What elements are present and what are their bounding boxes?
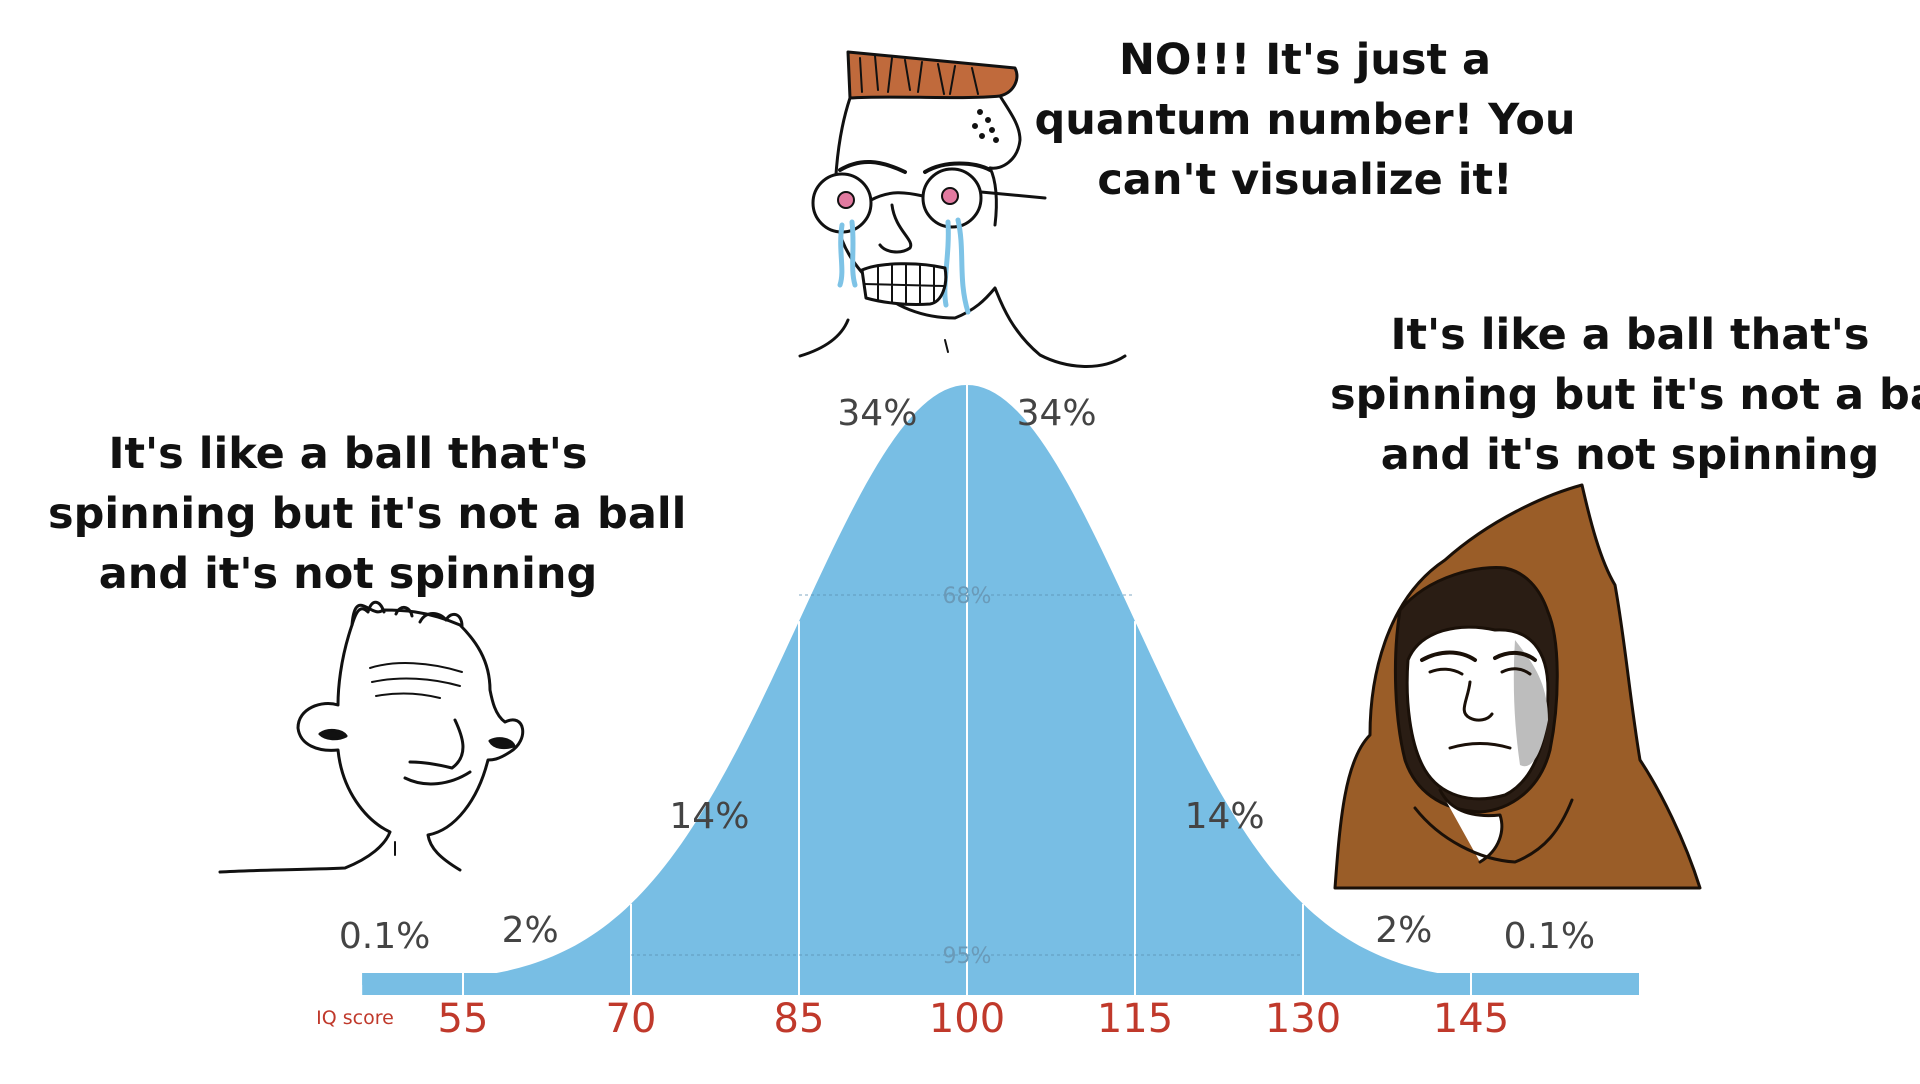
- label-layer: 68%95%0.1% 2%14%34% 34%14%2% 0.1%55 70 85 100 1…: [316, 393, 1595, 1042]
- segment-label: 14%: [1185, 796, 1265, 837]
- segment-label: 34%: [1017, 393, 1097, 434]
- wojak-crying-glasses-icon: [798, 50, 1127, 368]
- segment-label: 2%: [1375, 910, 1432, 951]
- x-tick-label: 130: [1265, 996, 1341, 1042]
- segment-label: 2%: [502, 910, 559, 951]
- segment-label: 0.1%: [1504, 916, 1595, 957]
- x-tick-label: 115: [1097, 996, 1173, 1042]
- segment-label: 0.1%: [339, 916, 430, 957]
- middle-caption-line: NO!!! It's just a: [1118, 35, 1492, 85]
- middle-caption-line: can't visualize it!: [1097, 155, 1513, 205]
- x-tick-label: 85: [774, 996, 825, 1042]
- bell-curve-area: [362, 385, 1640, 985]
- hooded-monk-high-iq-icon: [1333, 483, 1702, 890]
- x-tick-label: 100: [929, 996, 1005, 1042]
- segment-label: 34%: [837, 393, 917, 434]
- wojak-low-iq-icon: [218, 600, 525, 874]
- right-caption-line: It's like a ball that's: [1390, 310, 1870, 360]
- left-caption-line: spinning but it's not a ball: [48, 489, 687, 539]
- x-tick-label: 55: [438, 996, 489, 1042]
- x-tick-label: 70: [606, 996, 657, 1042]
- curve-layer: [362, 385, 1640, 995]
- middle-caption: NO!!! It's just a quantum number! You ca…: [1005, 30, 1605, 210]
- segment-label: 14%: [669, 796, 749, 837]
- right-caption-line: and it's not spinning: [1380, 430, 1880, 480]
- x-tick-label: 145: [1433, 996, 1509, 1042]
- right-caption-line: spinning but it's not a ball: [1330, 370, 1920, 420]
- middle-caption-line: quantum number! You: [1034, 95, 1576, 145]
- left-caption: It's like a ball that's spinning but it'…: [48, 424, 687, 604]
- band-label: 95%: [943, 944, 992, 969]
- left-caption-line: It's like a ball that's: [108, 429, 588, 479]
- left-caption-line: and it's not spinning: [98, 549, 598, 599]
- right-caption: It's like a ball that's spinning but it'…: [1330, 305, 1920, 485]
- band-label: 68%: [943, 584, 992, 609]
- x-axis-label: IQ score: [316, 1007, 394, 1029]
